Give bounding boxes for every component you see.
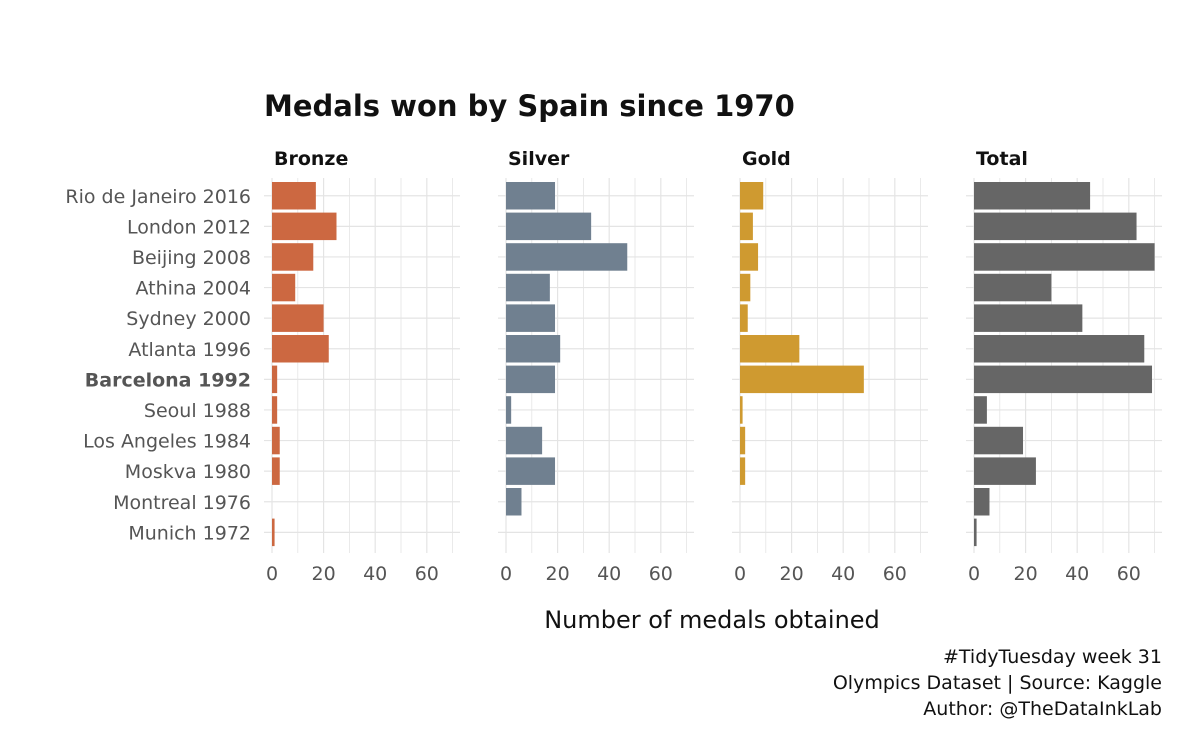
x-tick-label: 40 bbox=[363, 563, 387, 585]
bar-gold bbox=[740, 304, 748, 332]
x-tick-label: 20 bbox=[546, 563, 570, 585]
bar-total bbox=[974, 426, 1024, 455]
bar-total bbox=[974, 304, 1083, 332]
bar-silver bbox=[506, 243, 628, 271]
bar-gold bbox=[740, 365, 864, 394]
facet-bronze: Bronze 0 20 40 60 bbox=[264, 148, 460, 585]
y-tick-label: Moskva 1980 bbox=[125, 461, 251, 483]
bar-total bbox=[974, 396, 987, 424]
facet-strip-label: Gold bbox=[742, 148, 791, 170]
bar-total bbox=[974, 335, 1145, 363]
bar-gold bbox=[740, 243, 759, 271]
bar-silver bbox=[506, 457, 556, 485]
caption-line-2: Olympics Dataset | Source: Kaggle bbox=[832, 672, 1162, 694]
bar-silver bbox=[506, 335, 561, 363]
bar-bronze bbox=[272, 212, 337, 241]
chart-title: Medals won by Spain since 1970 bbox=[264, 89, 795, 123]
x-tick-label: 0 bbox=[266, 563, 278, 585]
y-tick-label: Atlanta 1996 bbox=[128, 339, 251, 361]
y-tick-label: Sydney 2000 bbox=[126, 308, 251, 330]
bar-bronze bbox=[272, 518, 275, 547]
y-tick-label: Athina 2004 bbox=[135, 278, 251, 300]
bar-silver bbox=[506, 426, 543, 455]
bar-gold bbox=[740, 396, 743, 424]
bar-silver bbox=[506, 182, 556, 210]
facet-gold: Gold 0 20 40 60 bbox=[732, 148, 928, 585]
bar-total bbox=[974, 488, 990, 516]
bar-silver bbox=[506, 488, 522, 516]
x-tick-label: 0 bbox=[500, 563, 512, 585]
bar-gold bbox=[740, 426, 746, 455]
bar-bronze bbox=[272, 243, 314, 271]
bar-total bbox=[974, 212, 1137, 241]
y-tick-label: Beijing 2008 bbox=[132, 247, 251, 269]
bar-gold bbox=[740, 457, 746, 485]
x-tick-label: 0 bbox=[968, 563, 980, 585]
y-tick-label: Rio de Janeiro 2016 bbox=[65, 186, 251, 208]
bar-bronze bbox=[272, 335, 329, 363]
x-tick-label: 60 bbox=[1117, 563, 1141, 585]
facet-strip-label: Silver bbox=[508, 148, 570, 170]
x-tick-label: 40 bbox=[1065, 563, 1089, 585]
caption: #TidyTuesday week 31 Olympics Dataset | … bbox=[833, 644, 1162, 722]
bar-bronze bbox=[272, 457, 280, 485]
y-tick-label: Barcelona 1992 bbox=[85, 369, 251, 391]
bar-total bbox=[974, 365, 1153, 394]
facet-silver: Silver 0 20 40 60 bbox=[498, 148, 694, 585]
bar-gold bbox=[740, 335, 800, 363]
x-tick-label: 20 bbox=[312, 563, 336, 585]
bar-silver bbox=[506, 212, 592, 241]
bar-silver bbox=[506, 396, 512, 424]
bar-bronze bbox=[272, 273, 296, 302]
bar-bronze bbox=[272, 365, 278, 394]
bar-total bbox=[974, 243, 1155, 271]
bar-total bbox=[974, 182, 1091, 210]
y-tick-label: Los Angeles 1984 bbox=[83, 431, 251, 453]
x-tick-label: 40 bbox=[831, 563, 855, 585]
bar-bronze bbox=[272, 304, 324, 332]
x-tick-label: 60 bbox=[649, 563, 673, 585]
facet-strip-label: Bronze bbox=[274, 148, 348, 170]
bar-gold bbox=[740, 212, 753, 241]
bar-total bbox=[974, 273, 1052, 302]
facet-total: Total 0 20 40 60 bbox=[966, 148, 1162, 585]
x-tick-label: 0 bbox=[734, 563, 746, 585]
x-tick-label: 40 bbox=[597, 563, 621, 585]
x-tick-label: 60 bbox=[883, 563, 907, 585]
x-tick-label: 20 bbox=[780, 563, 804, 585]
x-axis-label: Number of medals obtained bbox=[544, 606, 880, 634]
x-tick-label: 60 bbox=[415, 563, 439, 585]
bar-silver bbox=[506, 304, 556, 332]
bar-bronze bbox=[272, 182, 316, 210]
y-axis-labels: Rio de Janeiro 2016 London 2012 Beijing 20… bbox=[65, 186, 251, 545]
bar-total bbox=[974, 457, 1036, 485]
bar-bronze bbox=[272, 396, 278, 424]
facet-strip-label: Total bbox=[976, 148, 1028, 170]
caption-line-1: #TidyTuesday week 31 bbox=[942, 646, 1162, 668]
y-tick-label: Munich 1972 bbox=[128, 522, 251, 544]
bar-bronze bbox=[272, 426, 280, 455]
y-tick-label: London 2012 bbox=[127, 216, 251, 238]
y-tick-label: Seoul 1988 bbox=[144, 400, 251, 422]
bar-gold bbox=[740, 273, 751, 302]
bar-gold bbox=[740, 182, 764, 210]
bar-total bbox=[974, 518, 977, 547]
x-tick-label: 20 bbox=[1014, 563, 1038, 585]
bar-silver bbox=[506, 273, 550, 302]
y-tick-label: Montreal 1976 bbox=[113, 492, 251, 514]
caption-line-3: Author: @TheDataInkLab bbox=[923, 698, 1162, 720]
bar-silver bbox=[506, 365, 556, 394]
